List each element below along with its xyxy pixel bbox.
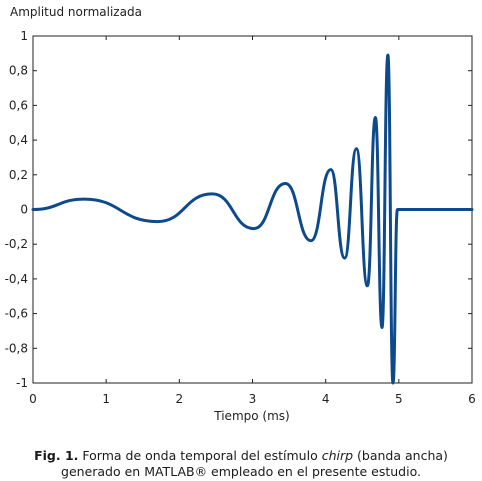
y-tick-label: -0,2 [5, 237, 28, 251]
caption-label: Fig. 1. [34, 448, 79, 463]
axis-ticks: 0 1 2 3 4 5 6 1 0,8 0,6 0,4 0,2 0 -0,2 -0,4 -0,6 -0,8 -1 [5, 29, 476, 406]
y-tick-label: -1 [16, 376, 28, 390]
figure-caption: Fig. 1. Forma de onda temporal del estím… [0, 448, 482, 480]
y-tick-label: 0,2 [9, 168, 28, 182]
y-tick-label: -0,8 [5, 341, 28, 355]
caption-emphasis: chirp [321, 448, 354, 463]
x-tick-label: 4 [322, 392, 330, 406]
x-tick-label: 6 [468, 392, 476, 406]
chart: Amplitud normalizada 0 1 2 3 4 5 6 1 0,8 0,6 0,4 0,… [5, 5, 476, 423]
x-tick-label: 1 [102, 392, 110, 406]
y-axis-label: Amplitud normalizada [10, 5, 142, 19]
caption-text-b: (banda ancha) [357, 448, 448, 463]
y-tick-label: 0 [20, 203, 28, 217]
x-tick-label: 3 [249, 392, 257, 406]
y-tick-label: 1 [20, 29, 28, 43]
y-tick-label: 0,8 [9, 64, 28, 78]
waveform-line [31, 53, 474, 385]
x-tick-label: 0 [29, 392, 37, 406]
y-tick-label: 0,6 [9, 98, 28, 112]
y-tick-label: -0,6 [5, 307, 28, 321]
caption-line-1: Fig. 1. Forma de onda temporal del estím… [0, 448, 482, 464]
caption-text-a: Forma de onda temporal del estímulo [82, 448, 318, 463]
caption-line-2: generado en MATLAB® empleado en el prese… [61, 464, 421, 479]
x-tick-label: 2 [176, 392, 184, 406]
y-tick-label: -0,4 [5, 272, 28, 286]
x-axis-label: Tiempo (ms) [213, 409, 289, 423]
y-tick-label: 0,4 [9, 133, 28, 147]
x-tick-label: 5 [395, 392, 403, 406]
